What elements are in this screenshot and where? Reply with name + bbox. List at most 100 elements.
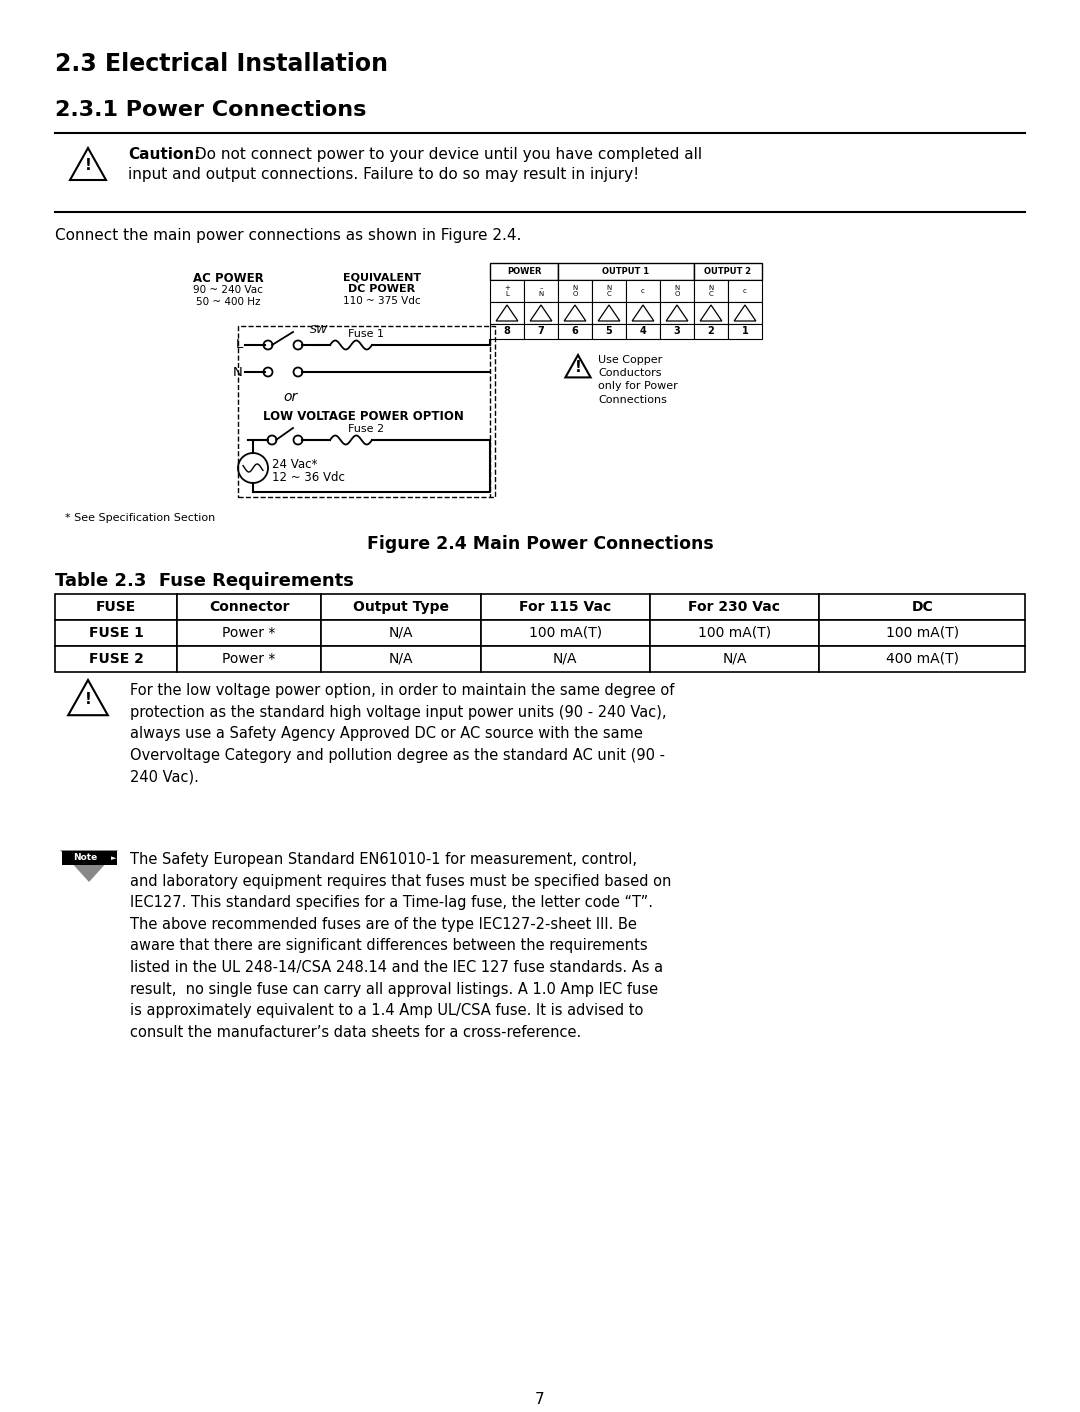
Bar (728, 323, 762, 339)
Bar (558, 302, 592, 323)
Text: N
C: N C (708, 285, 714, 297)
Bar (660, 280, 694, 302)
Text: ►: ► (111, 856, 117, 861)
Text: Use Copper
Conductors
only for Power
Connections: Use Copper Conductors only for Power Con… (598, 354, 678, 405)
Text: 1: 1 (742, 326, 748, 336)
Text: Note: Note (73, 853, 97, 863)
Text: N: N (233, 366, 243, 378)
Bar (490, 280, 524, 302)
Text: DC POWER: DC POWER (349, 284, 416, 294)
Text: 90 ~ 240 Vac: 90 ~ 240 Vac (193, 285, 262, 295)
Text: input and output connections. Failure to do so may result in injury!: input and output connections. Failure to… (129, 167, 639, 182)
Bar (490, 323, 524, 339)
Bar (524, 302, 558, 323)
Text: For 115 Vac: For 115 Vac (519, 600, 611, 614)
Bar (694, 302, 728, 323)
Bar (694, 263, 762, 280)
Bar (592, 280, 626, 302)
Bar (62, 851, 117, 866)
Bar (592, 302, 626, 323)
Bar (558, 280, 592, 302)
Text: Connect the main power connections as shown in Figure 2.4.: Connect the main power connections as sh… (55, 227, 522, 243)
Bar (558, 323, 592, 339)
Text: POWER: POWER (507, 267, 541, 275)
Text: Figure 2.4 Main Power Connections: Figure 2.4 Main Power Connections (366, 535, 714, 554)
Text: EQUIVALENT: EQUIVALENT (343, 273, 421, 282)
Bar (321, 647, 481, 672)
Text: The Safety European Standard EN61010-1 for measurement, control,
and laboratory : The Safety European Standard EN61010-1 f… (130, 851, 672, 1039)
Bar (649, 620, 820, 647)
Bar (694, 323, 728, 339)
Bar (481, 594, 649, 620)
Bar (694, 280, 728, 302)
Text: 100 mA(T): 100 mA(T) (698, 626, 771, 640)
Bar (626, 280, 660, 302)
Text: FUSE: FUSE (96, 600, 136, 614)
Text: Fuse 2: Fuse 2 (348, 424, 384, 433)
Bar (481, 647, 649, 672)
Text: Table 2.3  Fuse Requirements: Table 2.3 Fuse Requirements (55, 572, 354, 590)
Text: N/A: N/A (389, 626, 413, 640)
Text: For 230 Vac: For 230 Vac (688, 600, 781, 614)
Text: Caution:: Caution: (129, 147, 201, 162)
Bar (490, 263, 558, 280)
Text: N
O: N O (674, 285, 679, 297)
Text: 2: 2 (707, 326, 714, 336)
Text: FUSE 1: FUSE 1 (89, 626, 144, 640)
Text: 8: 8 (503, 326, 511, 336)
Text: c: c (743, 288, 747, 294)
Text: !: ! (84, 158, 92, 174)
Bar (660, 302, 694, 323)
Bar (524, 280, 558, 302)
Text: N
C: N C (606, 285, 611, 297)
Text: 12 ~ 36 Vdc: 12 ~ 36 Vdc (272, 472, 345, 484)
Text: 6: 6 (571, 326, 579, 336)
Text: Output Type: Output Type (353, 600, 449, 614)
Bar (55, 594, 177, 620)
Text: AC POWER: AC POWER (192, 273, 264, 285)
Text: Power *: Power * (222, 626, 275, 640)
Text: 7: 7 (536, 1392, 544, 1406)
Text: N/A: N/A (389, 652, 413, 666)
Text: OUTPUT 1: OUTPUT 1 (603, 267, 649, 275)
Text: 110 ~ 375 Vdc: 110 ~ 375 Vdc (343, 297, 421, 306)
Bar (728, 280, 762, 302)
Text: FUSE 2: FUSE 2 (89, 652, 144, 666)
Bar (558, 263, 694, 280)
Text: Do not connect power to your device until you have completed all: Do not connect power to your device unti… (190, 147, 702, 162)
Text: 4: 4 (639, 326, 646, 336)
Text: SW: SW (310, 325, 328, 335)
Bar (177, 594, 321, 620)
Bar (55, 620, 177, 647)
Text: 100 mA(T): 100 mA(T) (528, 626, 602, 640)
Bar (649, 647, 820, 672)
Text: DC: DC (912, 600, 933, 614)
Text: !: ! (575, 360, 581, 374)
Text: LOW VOLTAGE POWER OPTION: LOW VOLTAGE POWER OPTION (264, 409, 464, 424)
Bar (321, 620, 481, 647)
Bar (238, 326, 495, 497)
Text: 400 mA(T): 400 mA(T) (886, 652, 959, 666)
Text: 3: 3 (674, 326, 680, 336)
Bar (820, 647, 1025, 672)
Text: 7: 7 (538, 326, 544, 336)
Text: * See Specification Section: * See Specification Section (65, 513, 215, 522)
Text: 2.3.1 Power Connections: 2.3.1 Power Connections (55, 100, 366, 120)
Text: 24 Vac*: 24 Vac* (272, 457, 318, 472)
Bar (820, 594, 1025, 620)
Text: 2.3 Electrical Installation: 2.3 Electrical Installation (55, 52, 388, 76)
Text: Connector: Connector (208, 600, 289, 614)
Bar (321, 594, 481, 620)
Text: For the low voltage power option, in order to maintain the same degree of
protec: For the low voltage power option, in ord… (130, 683, 674, 785)
Polygon shape (60, 850, 118, 882)
Bar (626, 323, 660, 339)
Text: +
L: + L (504, 285, 510, 297)
Bar (177, 620, 321, 647)
Bar (626, 302, 660, 323)
Bar (55, 647, 177, 672)
Text: !: ! (84, 692, 92, 707)
Bar (820, 620, 1025, 647)
Text: N
O: N O (572, 285, 578, 297)
Text: c: c (642, 288, 645, 294)
Text: 100 mA(T): 100 mA(T) (886, 626, 959, 640)
